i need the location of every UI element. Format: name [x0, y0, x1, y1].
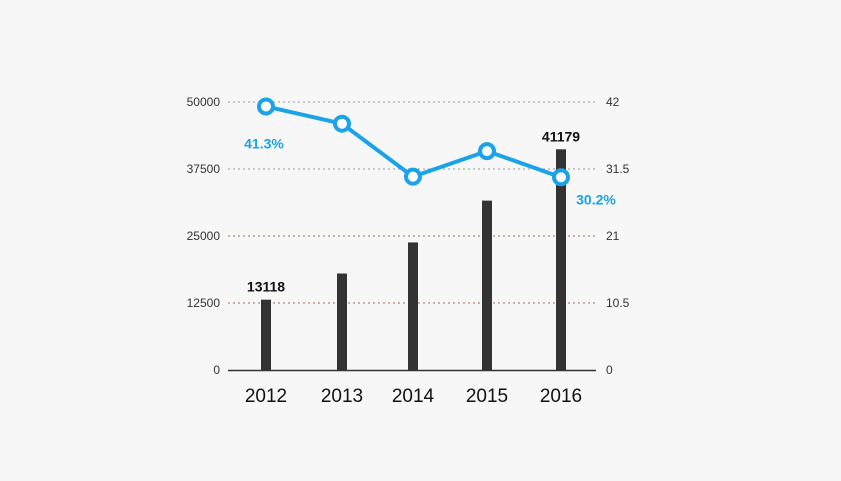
line-path — [264, 104, 563, 180]
line-point-2012 — [257, 97, 275, 116]
x-axis-ticks: 2012 2013 2014 2015 2016 — [245, 386, 582, 407]
left-axis-ticks: 0 12500 25000 37500 50000 — [187, 95, 221, 377]
right-tick-label: 42 — [606, 95, 620, 109]
line-point-2015 — [478, 142, 496, 161]
bar-2015 — [482, 200, 492, 370]
right-tick-label: 21 — [606, 229, 620, 243]
bar-2016 — [556, 149, 566, 370]
left-tick-label: 12500 — [187, 296, 221, 310]
right-tick-label: 0 — [606, 363, 613, 377]
bar-2013 — [337, 273, 347, 370]
x-tick-label: 2016 — [540, 386, 582, 407]
right-tick-label: 31.5 — [606, 162, 630, 176]
bar-value-label: 41179 — [542, 128, 580, 144]
x-tick-label: 2014 — [392, 386, 435, 407]
x-tick-label: 2012 — [245, 386, 287, 407]
left-tick-label: 50000 — [187, 95, 221, 109]
line-series — [257, 97, 570, 187]
right-axis-ticks: 0 10.5 21 31.5 42 — [606, 95, 630, 377]
line-point-2014 — [404, 167, 422, 186]
left-tick-label: 25000 — [187, 229, 221, 243]
left-tick-label: 0 — [213, 363, 220, 377]
line-value-label: 30.2% — [576, 191, 616, 207]
line-point-2016 — [552, 168, 570, 187]
line-point-2013 — [333, 114, 351, 133]
line-value-label: 41.3% — [244, 135, 284, 151]
data-labels: 13118 41179 41.3% 30.2% — [244, 128, 616, 294]
bar-2014 — [408, 242, 418, 370]
x-tick-label: 2015 — [466, 386, 508, 407]
bar-series — [261, 149, 566, 370]
x-tick-label: 2013 — [321, 386, 363, 407]
right-tick-label: 10.5 — [606, 296, 630, 310]
left-tick-label: 37500 — [187, 162, 221, 176]
bar-2012 — [261, 299, 271, 370]
bar-value-label: 13118 — [247, 279, 285, 295]
